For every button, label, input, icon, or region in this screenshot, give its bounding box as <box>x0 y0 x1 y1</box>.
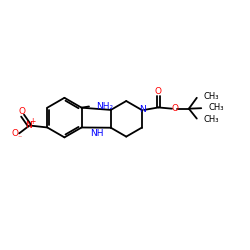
Text: NH: NH <box>90 128 104 138</box>
Text: CH₃: CH₃ <box>204 92 219 101</box>
Text: CH₃: CH₃ <box>208 103 224 112</box>
Text: CH₃: CH₃ <box>204 115 219 124</box>
Text: O: O <box>12 130 19 138</box>
Text: O: O <box>19 107 26 116</box>
Text: O: O <box>172 104 178 113</box>
Text: N: N <box>25 120 32 130</box>
Text: O: O <box>155 87 162 96</box>
Text: N: N <box>140 105 146 114</box>
Text: ⁻: ⁻ <box>18 133 22 142</box>
Text: NH₂: NH₂ <box>96 102 114 111</box>
Text: +: + <box>30 117 36 126</box>
